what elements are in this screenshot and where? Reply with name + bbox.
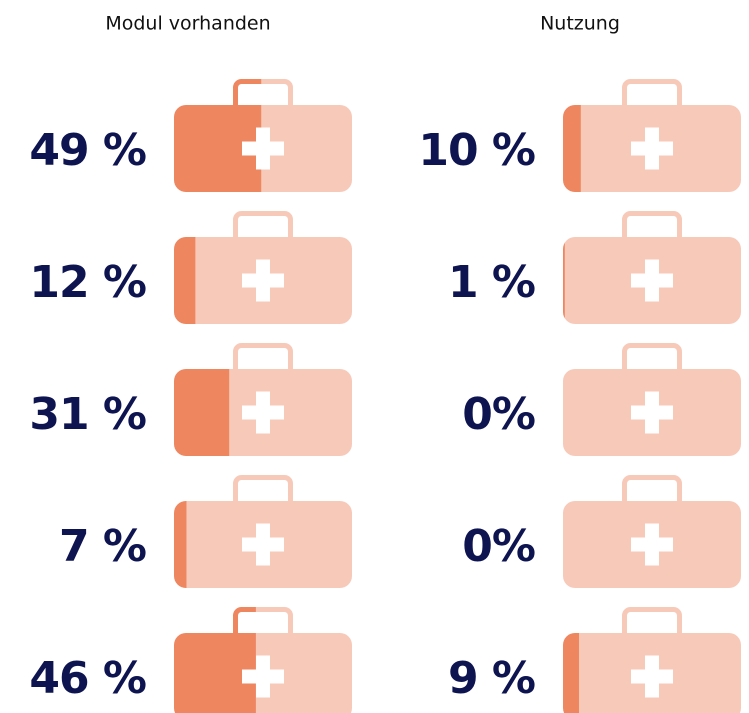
kit-fill (563, 75, 581, 192)
kit-fill (174, 207, 196, 324)
kit-cross (631, 127, 673, 170)
kit-fill (174, 339, 230, 456)
kit-cross (242, 259, 284, 302)
kit-fill (174, 603, 256, 713)
kit-cross (242, 655, 284, 698)
value-label: 7 % (59, 521, 146, 572)
kit-cross (242, 523, 284, 566)
value-label: 0% (462, 389, 535, 440)
value-label: 10 % (418, 125, 535, 176)
value-label: 1 % (448, 257, 535, 308)
value-label: 49 % (29, 125, 146, 176)
kit-cross (631, 259, 673, 302)
value-label: 31 % (29, 389, 146, 440)
first-aid-kit (174, 471, 352, 588)
kit-cross (242, 391, 284, 434)
value-label: 9 % (448, 653, 535, 704)
kit-fill (174, 471, 187, 588)
kit-cross (631, 391, 673, 434)
value-label: 0% (462, 521, 535, 572)
kit-cross (631, 655, 673, 698)
first-aid-kit (174, 75, 352, 192)
value-label: 46 % (29, 653, 146, 704)
value-label: 12 % (29, 257, 146, 308)
column-header: Modul vorhanden (105, 13, 270, 35)
kit-cross (242, 127, 284, 170)
column-header: Nutzung (540, 13, 620, 35)
kit-fill (563, 603, 580, 713)
kit-fill (174, 75, 262, 192)
kit-fill (563, 207, 565, 324)
kit-cross (631, 523, 673, 566)
